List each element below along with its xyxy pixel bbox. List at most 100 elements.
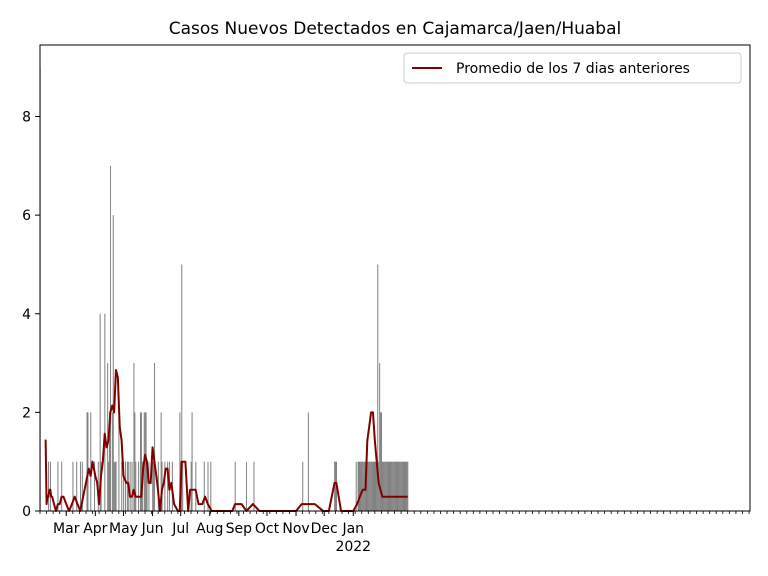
bar xyxy=(148,461,150,511)
bar xyxy=(407,461,409,511)
x-tick-label: Jan xyxy=(341,521,364,537)
bar xyxy=(112,215,114,511)
bar xyxy=(389,461,391,511)
y-tick-label: 4 xyxy=(22,307,31,323)
bar xyxy=(109,412,111,511)
bar xyxy=(397,461,399,511)
axes-frame xyxy=(39,44,751,512)
x-tick-label: Sep xyxy=(226,521,253,537)
bar xyxy=(400,461,402,511)
bar xyxy=(357,461,359,511)
bar xyxy=(181,264,183,511)
bar xyxy=(245,461,247,511)
bar xyxy=(362,461,364,511)
bar xyxy=(385,461,387,511)
bar xyxy=(133,363,135,511)
bar xyxy=(382,461,384,511)
bar xyxy=(377,264,379,511)
bar xyxy=(368,461,370,511)
bar xyxy=(111,412,113,511)
bar xyxy=(405,461,407,511)
bar xyxy=(234,461,236,511)
bar xyxy=(164,461,166,511)
y-tick-label: 0 xyxy=(22,504,31,520)
bar xyxy=(154,363,156,511)
bar xyxy=(124,461,126,511)
bar xyxy=(393,461,395,511)
bar xyxy=(134,412,136,511)
bar xyxy=(160,412,162,511)
bar xyxy=(355,461,357,511)
bar xyxy=(86,412,88,511)
bar xyxy=(366,461,368,511)
bar xyxy=(182,461,184,511)
bar xyxy=(131,461,133,511)
bar xyxy=(79,461,81,511)
bar xyxy=(367,461,369,511)
bar xyxy=(394,461,396,511)
bar xyxy=(374,461,376,511)
bar xyxy=(113,461,115,511)
bar xyxy=(253,461,255,511)
bar xyxy=(398,461,400,511)
bar xyxy=(402,461,404,511)
bar xyxy=(123,461,125,511)
bar xyxy=(372,461,374,511)
bar xyxy=(395,461,397,511)
bar xyxy=(381,412,383,511)
bar xyxy=(376,461,378,511)
bar xyxy=(381,461,383,511)
bar xyxy=(386,461,388,511)
x-tick-label: Dec xyxy=(311,521,338,537)
bar xyxy=(195,461,197,511)
bar xyxy=(335,461,337,511)
bar xyxy=(121,461,123,511)
bar xyxy=(81,461,83,511)
bar xyxy=(179,412,181,511)
bar xyxy=(371,461,373,511)
bar xyxy=(191,412,193,511)
bar xyxy=(135,461,137,511)
bar xyxy=(104,313,106,511)
bar xyxy=(49,461,51,511)
bar xyxy=(383,461,385,511)
bar xyxy=(363,461,365,511)
bar xyxy=(146,461,148,511)
y-tick-label: 6 xyxy=(22,208,31,224)
x-tick-label: Aug xyxy=(196,521,223,537)
bar xyxy=(144,412,146,511)
bar xyxy=(302,461,304,511)
series-line xyxy=(44,368,408,512)
bar xyxy=(388,461,390,511)
bar xyxy=(379,363,381,511)
bar xyxy=(403,461,405,511)
y-tick-label: 2 xyxy=(22,405,31,421)
bar xyxy=(167,461,169,511)
line-layer xyxy=(44,368,408,512)
bar xyxy=(369,461,371,511)
bar xyxy=(76,461,78,511)
bar xyxy=(360,461,362,511)
bar xyxy=(114,461,116,511)
bar xyxy=(203,461,205,511)
bar xyxy=(210,461,212,511)
bar xyxy=(87,412,89,511)
bar xyxy=(115,461,117,511)
x-tick-label: May xyxy=(109,521,138,537)
bar xyxy=(361,461,363,511)
bar xyxy=(72,461,74,511)
bar xyxy=(207,461,209,511)
legend: Promedio de los 7 dias anteriores xyxy=(403,52,742,84)
x-tick-label: Jun xyxy=(141,521,164,537)
bar xyxy=(390,461,392,511)
x-tick-sublabel: 2022 xyxy=(335,539,371,555)
bar xyxy=(109,165,111,511)
bar xyxy=(358,461,360,511)
bar xyxy=(126,461,128,511)
bar xyxy=(392,461,394,511)
bar xyxy=(359,461,361,511)
bar xyxy=(373,461,375,511)
x-tick-label: Apr xyxy=(83,521,107,537)
bar xyxy=(107,363,109,511)
bar xyxy=(399,461,401,511)
